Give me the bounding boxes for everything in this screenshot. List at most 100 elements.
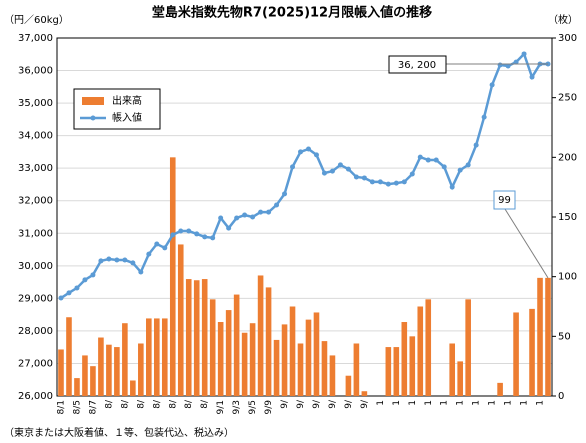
line-point [329,168,335,174]
x-tick-label: 9/5 [248,400,258,414]
bar [497,382,503,396]
line-point [433,157,439,163]
bar [106,344,112,396]
bar [329,355,336,396]
line-point [186,228,192,234]
line-point [513,59,519,65]
legend-box [73,88,161,130]
bar [169,157,176,396]
legend-label: 帳入値 [112,111,142,124]
bar [281,324,288,396]
x-tick-label: 9/ [328,399,338,409]
bar [114,347,120,396]
x-tick-label: 8/ [136,399,146,409]
bar [297,343,304,396]
bar [138,343,144,396]
line-point [521,51,527,57]
line-point [178,228,184,234]
bar [233,294,240,396]
bar [537,277,543,396]
line-point [58,295,64,301]
line-point [202,234,208,240]
x-tick-label: 9/ [344,399,354,409]
y2-axis-label: （枚） [548,13,578,26]
bar [425,299,432,396]
line-point [146,251,152,257]
x-tick-label: 8/5 [72,400,82,414]
x-tick-label: 1 [504,400,514,406]
y2-tick-label: 100 [558,272,577,283]
bar [209,299,216,396]
bar [353,343,360,396]
line-point [305,146,311,152]
y2-tick-label: 200 [558,152,577,163]
line-point [369,179,375,185]
bar [313,312,320,396]
bar [82,355,88,396]
bar [393,347,400,396]
bar [273,339,280,396]
x-tick-label: 1 [424,400,434,406]
x-tick-label: 9/3 [232,400,242,414]
line-point [274,202,280,208]
bar [241,332,248,396]
line-point [473,142,479,148]
bar [193,280,200,396]
chart-title: 堂島米指数先物R7(2025)12月限帳入値の推移 [152,5,432,21]
line-point [258,209,264,215]
x-tick-label: 9/ [296,399,306,409]
line-point [505,63,511,69]
line-point [290,164,296,170]
line-point [465,162,471,168]
x-tick-label: 1 [456,400,466,406]
y-tick-label: 33,000 [18,163,53,174]
x-tick-label: 8/ [104,399,114,409]
bar [146,318,152,396]
y-tick-label: 31,000 [18,228,53,239]
bar [385,347,392,396]
bar [289,306,296,396]
bar [161,318,168,396]
line-point [313,152,319,158]
line-point [90,272,96,278]
line-point [234,215,240,221]
legend-marker [90,115,96,121]
legend-label: 出来高 [112,94,142,107]
line-point [130,260,136,266]
bar [465,299,471,396]
bar [98,337,104,396]
bar [225,310,232,396]
bar [58,349,64,396]
bar [513,312,519,396]
bar [545,277,551,396]
bar [257,275,264,396]
line-point [385,181,391,187]
x-tick-label: 1 [488,400,498,406]
y2-tick-label: 300 [558,33,577,44]
y-tick-label: 35,000 [18,98,53,109]
x-tick-label: 8/ [120,399,130,409]
legend-swatch [82,97,104,105]
bar [449,343,456,396]
bar [177,244,184,396]
data-label: 36, 200 [398,60,436,71]
label-box [388,55,447,74]
y-tick-label: 32,000 [18,196,53,207]
bar [417,306,424,396]
x-tick-label: 1 [392,400,402,406]
x-tick-label: 1 [408,400,418,406]
y-tick-label: 30,000 [18,261,53,272]
bar [201,279,208,396]
y2-tick-label: 0 [558,391,564,402]
x-tick-label: 8/1 [56,400,66,414]
y-tick-label: 27,000 [18,358,53,369]
x-tick-label: 9/ [280,399,290,409]
line-point [122,257,128,263]
line-point [282,191,288,197]
bar [130,380,136,396]
bar [321,341,328,396]
x-tick-label: 8/7 [88,400,98,414]
line-point [417,154,423,160]
line-point [226,225,232,231]
